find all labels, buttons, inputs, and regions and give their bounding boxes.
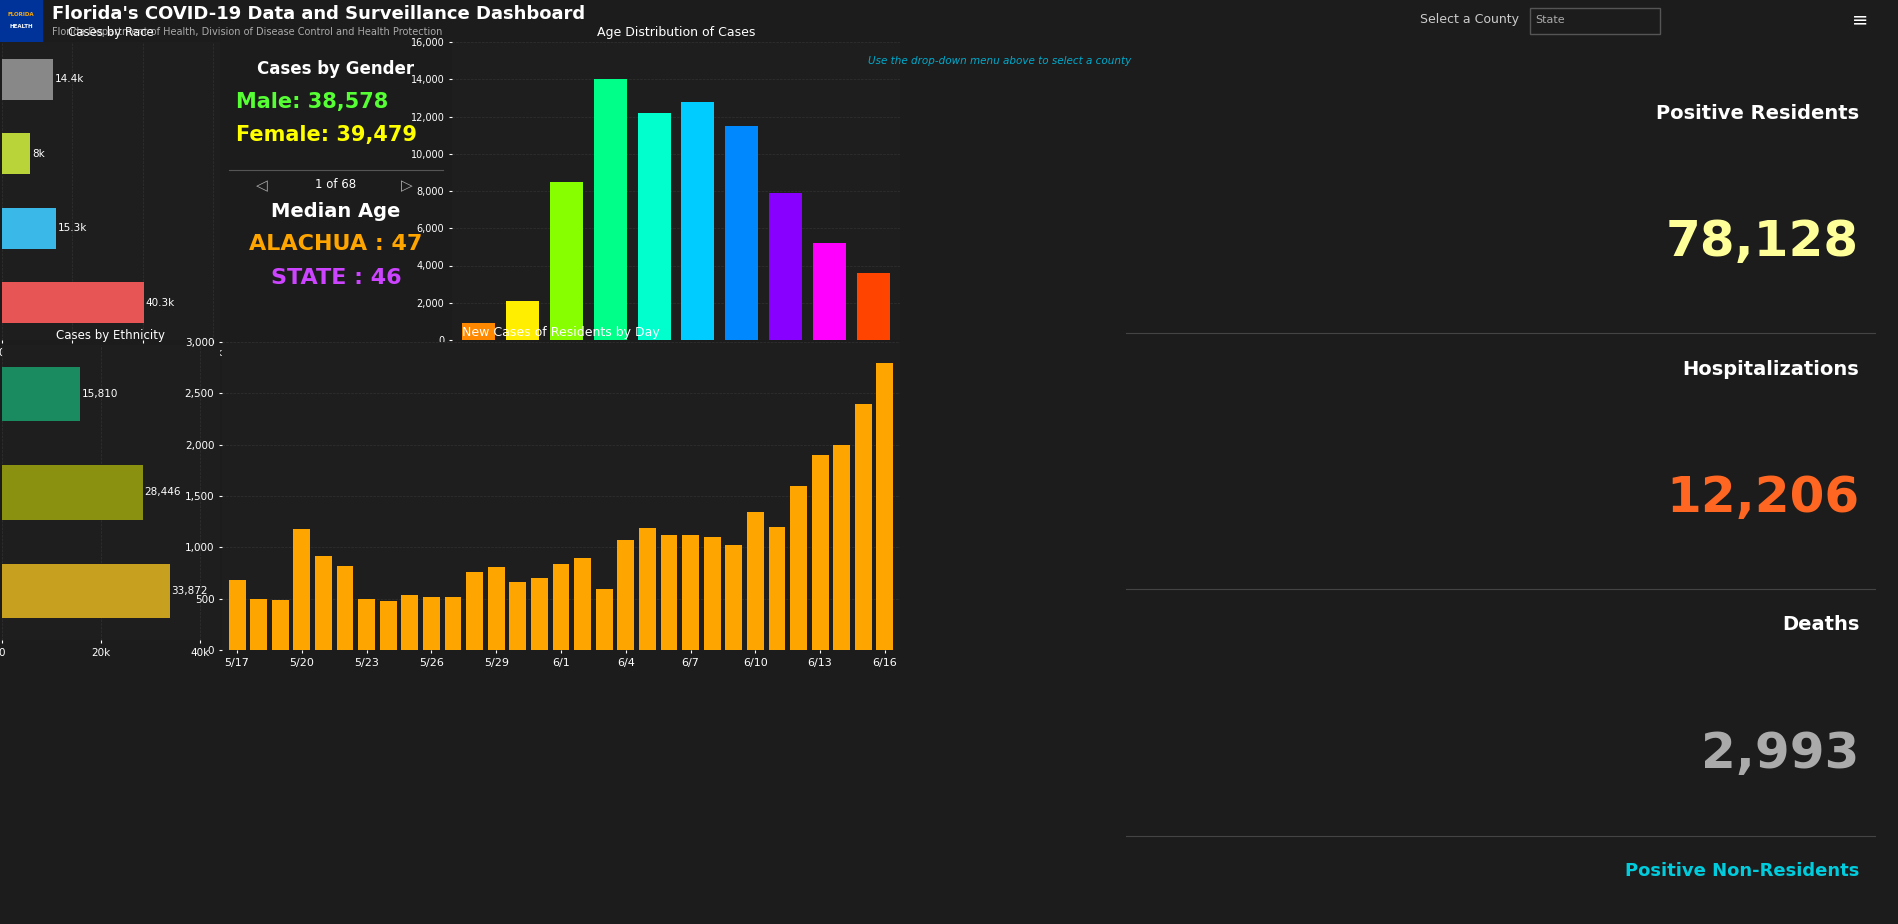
Bar (769, 193, 801, 340)
Bar (681, 535, 698, 650)
Title: Cases by Ethnicity: Cases by Ethnicity (57, 330, 165, 343)
Bar (746, 513, 763, 650)
Bar (380, 601, 397, 650)
Text: Deaths: Deaths (1780, 615, 1858, 634)
Text: Use the drop-down menu above to select a county: Use the drop-down menu above to select a… (867, 56, 1131, 66)
Bar (2, 367, 80, 421)
Bar (790, 486, 807, 650)
Bar (2, 133, 30, 175)
Text: 14.4k: 14.4k (55, 74, 84, 84)
Bar (1530, 8, 1659, 34)
Bar (594, 79, 626, 340)
Text: 2,993: 2,993 (1701, 730, 1858, 778)
Bar (2, 208, 55, 249)
Bar (638, 113, 670, 340)
Text: Positive Non-Residents: Positive Non-Residents (1625, 862, 1858, 881)
Text: 78,128: 78,128 (1665, 218, 1858, 266)
Bar (336, 565, 353, 650)
Bar (423, 597, 440, 650)
Title: Cases by Race: Cases by Race (68, 27, 154, 40)
Text: Florida Department of Health, Division of Disease Control and Health Protection: Florida Department of Health, Division o… (51, 27, 442, 37)
Bar (681, 102, 714, 340)
Bar (725, 545, 742, 650)
Bar (2, 59, 53, 100)
Bar (505, 301, 539, 340)
Text: 1 of 68: 1 of 68 (315, 178, 357, 191)
Text: Positive Residents: Positive Residents (1655, 103, 1858, 123)
Text: 40.3k: 40.3k (146, 298, 175, 308)
Text: FLORIDA: FLORIDA (8, 11, 34, 17)
Bar (315, 555, 332, 650)
Bar (810, 455, 828, 650)
Bar (549, 182, 583, 340)
Bar (400, 594, 418, 650)
Bar (251, 599, 268, 650)
Bar (596, 590, 613, 650)
Bar (725, 126, 757, 340)
Text: Median Age: Median Age (271, 202, 400, 221)
Text: Hospitalizations: Hospitalizations (1682, 359, 1858, 379)
Bar (2, 564, 169, 618)
Bar (294, 529, 309, 650)
Bar (2, 282, 144, 323)
Bar (488, 566, 505, 650)
Text: 28,446: 28,446 (144, 488, 180, 497)
Text: 33,872: 33,872 (171, 586, 207, 596)
Text: Female: 39,479: Female: 39,479 (235, 125, 418, 145)
Text: ALACHUA : 47: ALACHUA : 47 (249, 234, 423, 254)
Bar (359, 599, 376, 650)
Text: 8k: 8k (32, 149, 46, 159)
Text: HEALTH: HEALTH (9, 23, 32, 29)
Bar (638, 528, 655, 650)
Bar (0, 0, 42, 42)
Title: New Cases of Residents by Day: New Cases of Residents by Day (461, 326, 659, 339)
Bar (704, 537, 719, 650)
Bar (856, 273, 890, 340)
Text: STATE : 46: STATE : 46 (271, 268, 400, 288)
Bar (531, 578, 547, 650)
Bar (444, 597, 461, 650)
Text: ▷: ▷ (400, 178, 412, 193)
Bar (769, 527, 786, 650)
Bar (617, 541, 634, 650)
Bar (854, 404, 871, 650)
Text: State: State (1534, 15, 1564, 25)
Title: Age Distribution of Cases: Age Distribution of Cases (596, 27, 755, 40)
Bar (573, 557, 590, 650)
Bar (271, 600, 288, 650)
Text: ◁: ◁ (256, 178, 268, 193)
Text: 15,810: 15,810 (82, 389, 118, 399)
Text: Select a County: Select a County (1420, 14, 1518, 27)
Bar (467, 572, 482, 650)
Bar (812, 243, 847, 340)
Bar (461, 323, 495, 340)
Text: 15.3k: 15.3k (57, 224, 87, 233)
Text: Florida's COVID-19 Data and Surveillance Dashboard: Florida's COVID-19 Data and Surveillance… (51, 5, 585, 23)
Text: Cases by Gender: Cases by Gender (258, 60, 414, 78)
Text: Male: 38,578: Male: 38,578 (235, 92, 387, 112)
Bar (552, 564, 569, 650)
Bar (661, 535, 678, 650)
Bar (877, 362, 892, 650)
Bar (509, 582, 526, 650)
Bar (833, 444, 850, 650)
Text: ≡: ≡ (1851, 10, 1868, 30)
Bar (228, 580, 245, 650)
Bar (2, 466, 142, 519)
Text: 12,206: 12,206 (1665, 474, 1858, 522)
